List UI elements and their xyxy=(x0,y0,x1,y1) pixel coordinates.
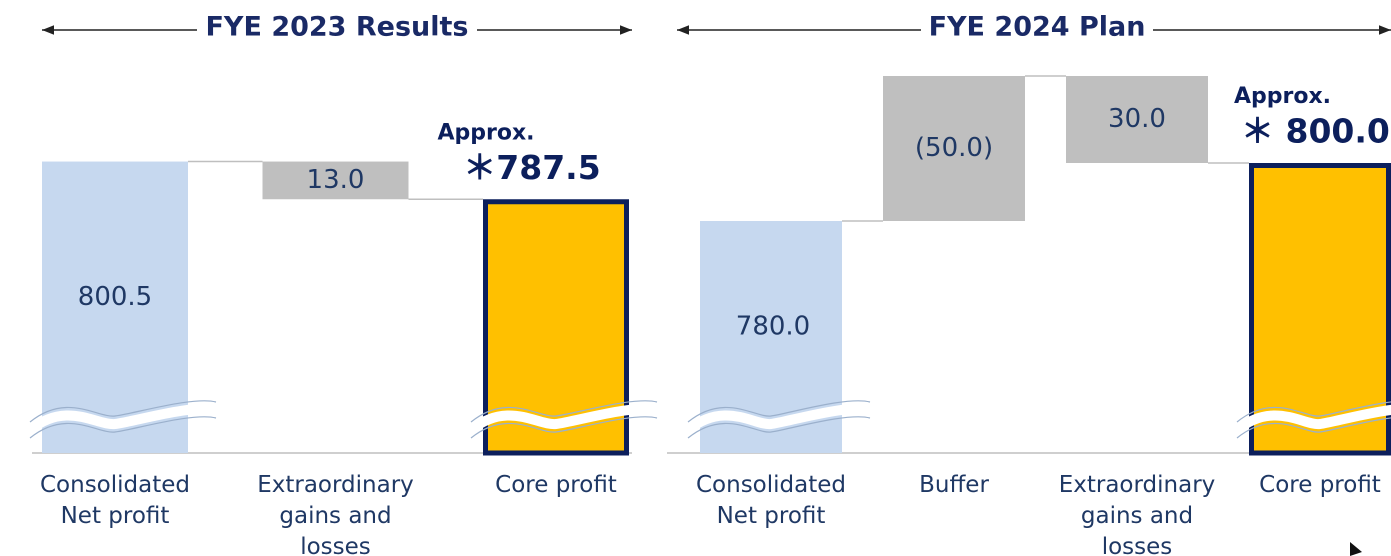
category-label: Extraordinary gains and losses xyxy=(257,472,414,556)
axis-break-edge xyxy=(29,416,217,439)
axis-break-edge xyxy=(29,400,217,423)
panel-title: FYE 2023 Results xyxy=(205,12,468,43)
bar xyxy=(262,161,409,200)
axis-break xyxy=(1233,404,1391,435)
bar xyxy=(1249,163,1391,456)
category-label: Core profit xyxy=(495,472,617,498)
axis-break-edge xyxy=(470,416,658,439)
value-label: 800.5 xyxy=(78,282,152,312)
axis-break-edge xyxy=(470,400,658,423)
axis-break xyxy=(26,403,218,435)
bar xyxy=(1066,76,1208,163)
annotation: Approx. xyxy=(1234,84,1331,109)
category-label: Buffer xyxy=(919,472,989,498)
value-label: 30.0 xyxy=(1108,104,1166,134)
axis-break-edge xyxy=(1236,417,1391,439)
category-label: Consolidated Net profit xyxy=(695,472,846,529)
total-label: ＊787.5 xyxy=(463,148,600,187)
panel-title: FYE 2024 Plan xyxy=(929,12,1146,43)
total-label: ＊ 800.0 xyxy=(1241,112,1390,151)
decor-arrow xyxy=(1350,542,1362,556)
axis-break xyxy=(684,403,872,435)
value-label: 13.0 xyxy=(307,165,365,195)
axis-break xyxy=(467,403,659,435)
value-label: 780.0 xyxy=(736,312,810,342)
value-label: (50.0) xyxy=(915,133,993,163)
axis-break-edge xyxy=(687,416,871,439)
category-label: Extraordinary gains and losses xyxy=(1058,472,1216,556)
bar xyxy=(883,76,1025,221)
axis-break-edge xyxy=(1236,401,1391,423)
annotation: Approx. xyxy=(437,120,534,145)
category-label: Consolidated Net profit xyxy=(39,472,190,529)
category-label: Core profit xyxy=(1259,472,1381,498)
axis-break-edge xyxy=(687,400,871,423)
bar xyxy=(42,161,188,454)
